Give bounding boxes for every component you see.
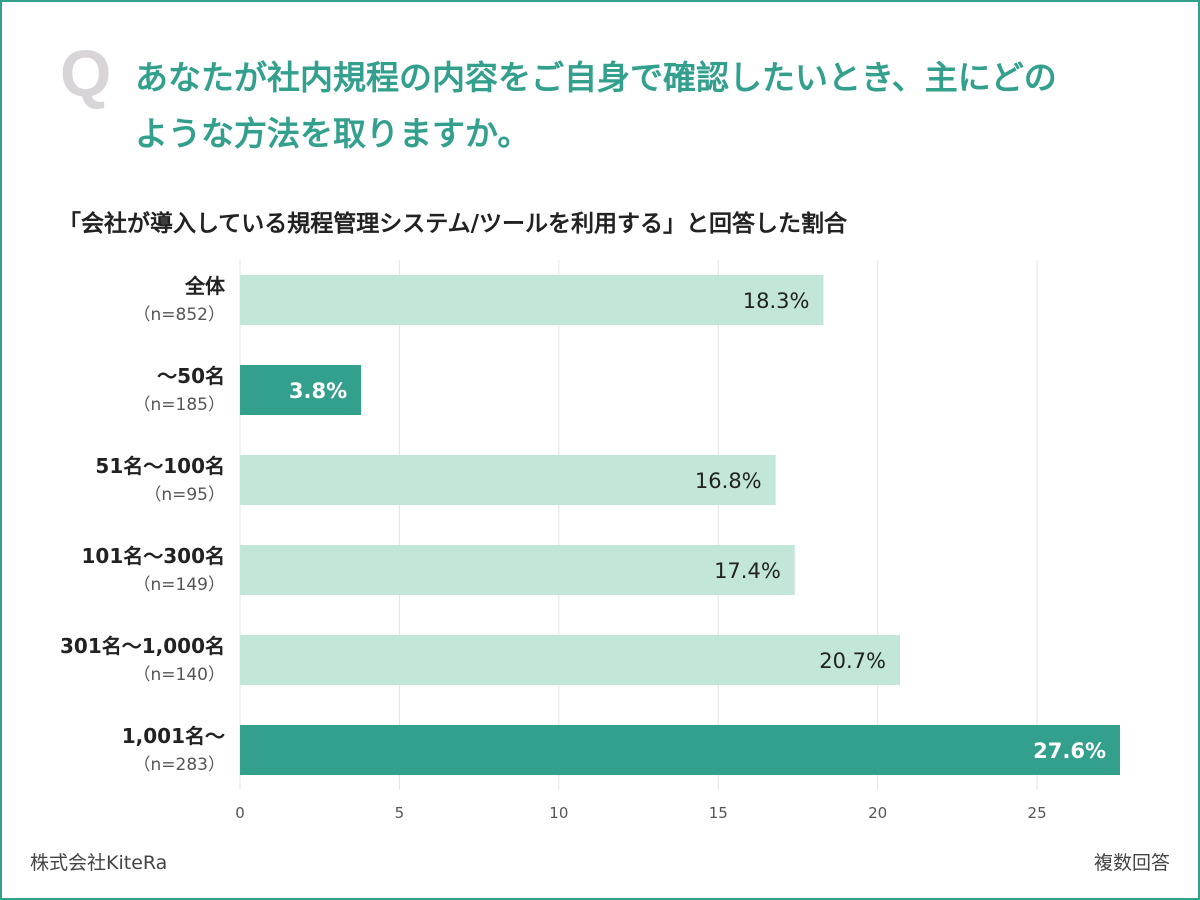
category-label: 101名～300名 xyxy=(82,544,226,568)
category-label: 51名～100名 xyxy=(95,454,225,478)
sample-size-label: （n=283） xyxy=(134,755,225,775)
question-mark-icon: Q xyxy=(60,36,112,110)
x-axis-ticks: 0 5 10 15 20 25 xyxy=(235,804,1046,822)
sample-size-label: （n=140） xyxy=(134,665,225,685)
sample-size-label: （n=852） xyxy=(134,305,225,325)
x-tick-label: 20 xyxy=(868,804,887,822)
x-tick-label: 5 xyxy=(395,804,405,822)
x-tick-label: 15 xyxy=(709,804,728,822)
value-label: 20.7% xyxy=(819,649,886,673)
question-line-1: あなたが社内規程の内容をご自身で確認したいとき、主にどの xyxy=(135,58,1057,97)
category-labels: 全体 （n=852） ～50名 （n=185） 51名～100名 （n=95） 101名～3… xyxy=(60,274,226,775)
value-label: 16.8% xyxy=(695,469,762,493)
question-line-2: ような方法を取りますか。 xyxy=(135,114,531,153)
sample-size-label: （n=149） xyxy=(134,575,225,595)
x-tick-label: 0 xyxy=(235,804,245,822)
bar xyxy=(240,455,776,505)
category-label: ～50名 xyxy=(157,364,225,388)
multiple-answer-note: 複数回答 xyxy=(1093,852,1170,874)
bar xyxy=(240,545,795,595)
grid-lines xyxy=(239,260,1038,790)
bar xyxy=(240,635,900,685)
x-tick-label: 10 xyxy=(549,804,568,822)
bar xyxy=(240,725,1120,775)
value-label: 3.8% xyxy=(289,379,347,403)
value-label: 27.6% xyxy=(1033,739,1106,763)
category-label: 301名～1,000名 xyxy=(60,634,225,658)
category-label: 1,001名～ xyxy=(122,724,225,748)
sample-size-label: （n=95） xyxy=(144,485,225,505)
bar xyxy=(240,275,824,325)
chart-subtitle: 「会社が導入している規程管理システム/ツールを利用する」と回答した割合 xyxy=(58,211,848,237)
category-label: 全体 xyxy=(184,274,226,298)
bar xyxy=(240,365,362,415)
x-tick-label: 25 xyxy=(1028,804,1047,822)
value-label: 17.4% xyxy=(714,559,781,583)
sample-size-label: （n=185） xyxy=(134,395,225,415)
company-credit: 株式会社KiteRa xyxy=(30,852,168,874)
value-label: 18.3% xyxy=(743,289,810,313)
question-text: あなたが社内規程の内容をご自身で確認したいとき、主にどの ような方法を取りますか… xyxy=(135,50,1145,162)
bars: 18.3% 3.8% 16.8% 17.4% 20.7% 27.6% xyxy=(240,275,1120,775)
